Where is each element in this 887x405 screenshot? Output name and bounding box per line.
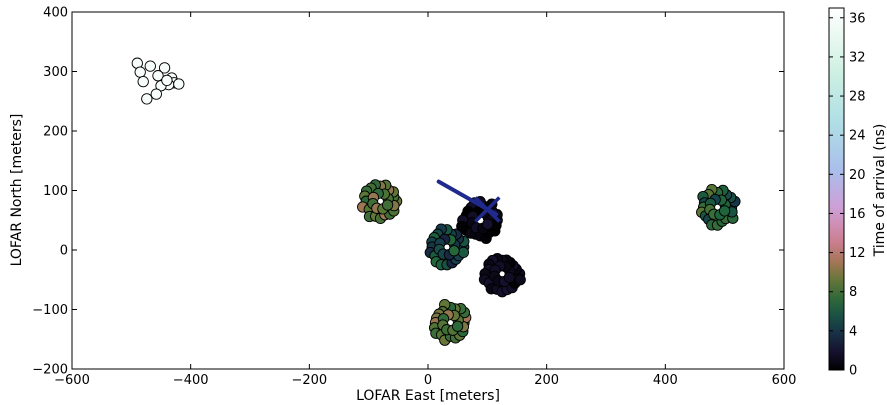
x-tick-label: −400 <box>173 373 209 388</box>
station-marker <box>152 70 164 82</box>
station-marker <box>514 274 526 286</box>
colorbar-tick-label: 20 <box>849 168 866 183</box>
colorbar-tick-label: 12 <box>849 246 866 261</box>
station-marker <box>150 88 162 100</box>
station-marker <box>451 320 464 332</box>
x-tick-label: 600 <box>772 373 797 388</box>
colorbar-tick-label: 4 <box>849 324 857 339</box>
colorbar-tick-label: 32 <box>849 50 866 65</box>
shower-core-cross <box>474 196 501 223</box>
station-marker <box>158 62 171 74</box>
station-marker <box>161 74 173 87</box>
station-marker <box>482 218 494 230</box>
y-tick-label: 400 <box>43 6 68 21</box>
x-axis-label: LOFAR East [meters] <box>356 388 500 404</box>
x-tick-label: −600 <box>54 373 90 388</box>
y-tick-label: 300 <box>43 65 68 80</box>
station-marker <box>173 78 185 90</box>
station-marker <box>448 245 460 257</box>
y-ticks: −200 −100 0 100 200 300 400 <box>32 6 784 378</box>
y-tick-label: −200 <box>32 363 68 378</box>
colorbar-ticks: 0 4 8 12 16 20 24 28 32 36 <box>829 11 866 379</box>
station-marker <box>718 205 731 217</box>
x-tick-label: 200 <box>534 373 559 388</box>
y-tick-label: −100 <box>32 303 68 318</box>
colorbar-tick-label: 16 <box>849 207 866 222</box>
y-axis-label: LOFAR North [meters] <box>9 114 25 267</box>
x-tick-label: 0 <box>424 373 432 388</box>
station-marker <box>134 66 146 78</box>
station-marker <box>381 199 394 211</box>
station-marker <box>137 75 149 88</box>
y-tick-label: 0 <box>60 244 68 259</box>
colorbar <box>828 7 845 371</box>
colorbar-tick-label: 24 <box>849 129 866 144</box>
plot-frame <box>71 11 785 370</box>
y-tick-label: 100 <box>43 184 68 199</box>
colorbar-tick-label: 28 <box>849 90 866 105</box>
station-marker <box>144 60 156 72</box>
station-marker <box>141 93 153 105</box>
y-tick-label: 200 <box>43 125 68 140</box>
markers-layer <box>131 57 741 346</box>
x-tick-label: 400 <box>653 373 678 388</box>
x-tick-label: −200 <box>291 373 327 388</box>
colorbar-tick-label: 8 <box>849 285 857 300</box>
colorbar-tick-label: 36 <box>849 11 866 26</box>
station-marker <box>503 271 515 284</box>
station-marker <box>457 246 470 259</box>
colorbar-label: Time of arrival (ns) <box>872 124 887 258</box>
x-ticks: −600 −400 −200 0 200 400 600 <box>54 12 796 388</box>
colorbar-tick-label: 0 <box>849 364 857 379</box>
